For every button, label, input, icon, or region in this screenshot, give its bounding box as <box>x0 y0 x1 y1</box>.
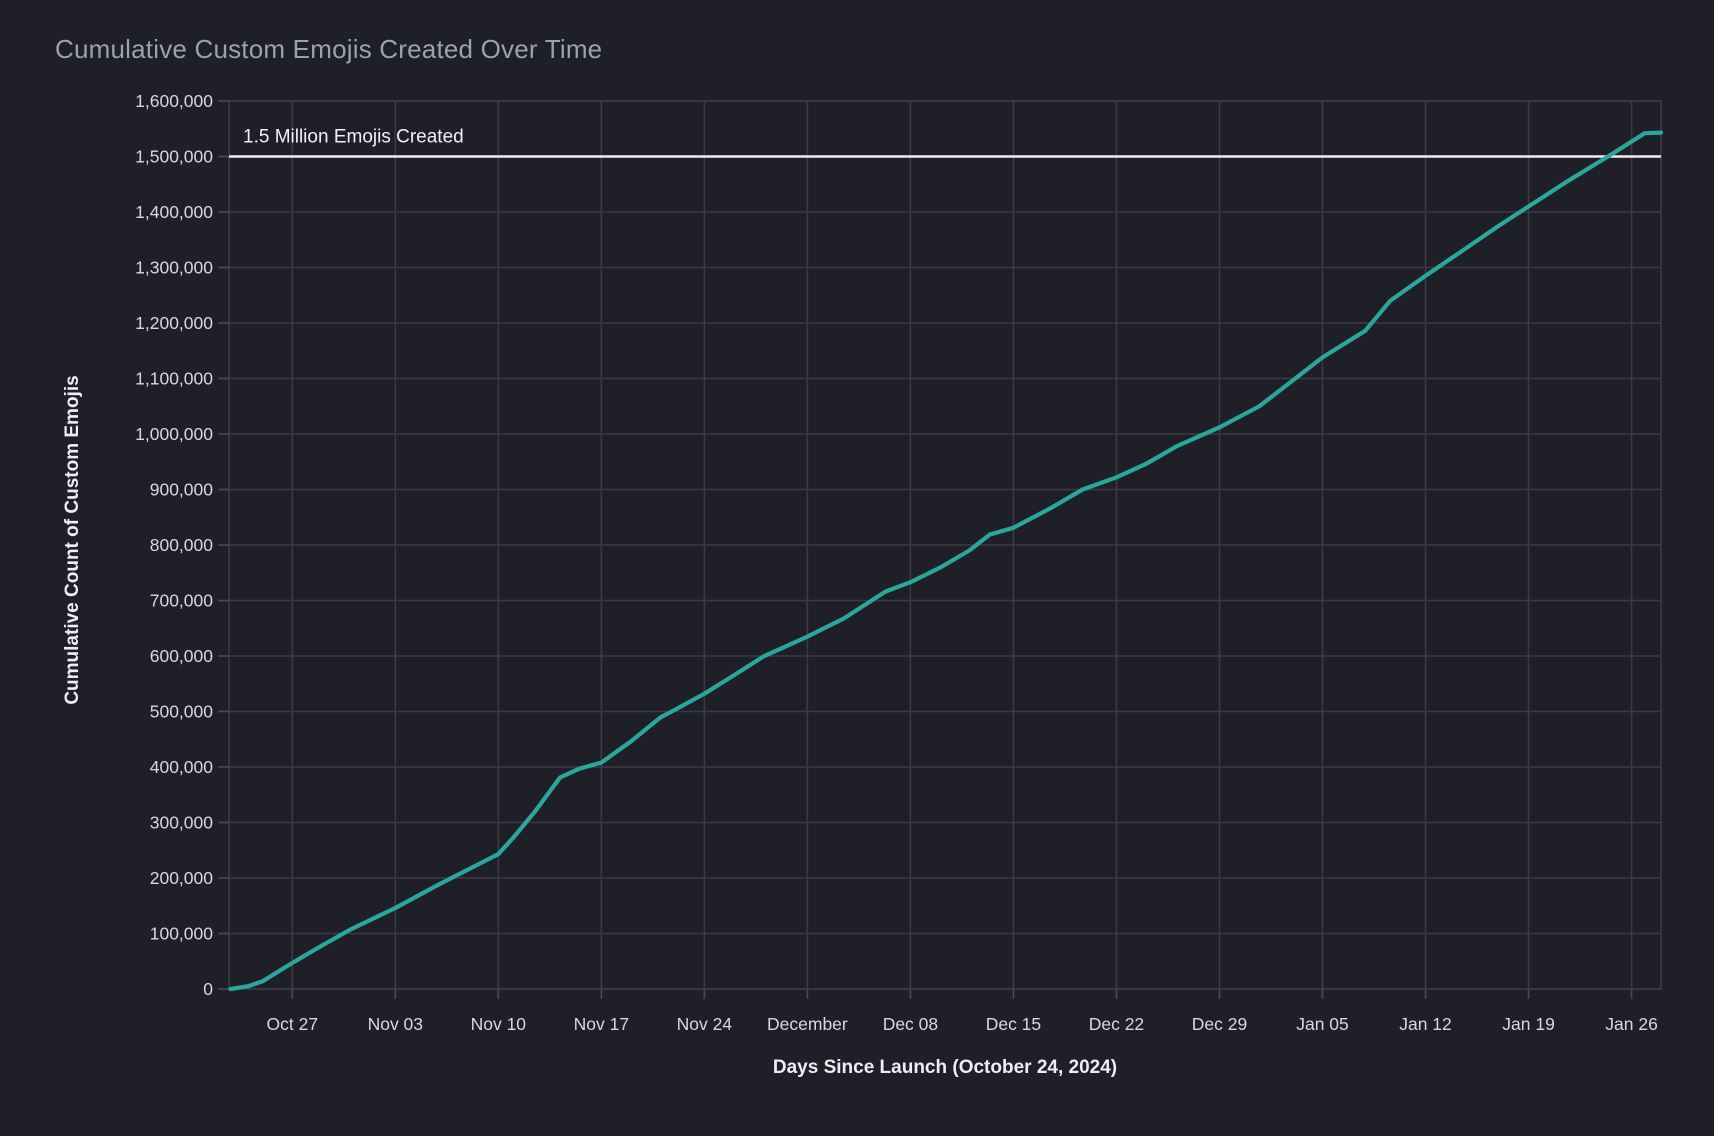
tick-layer: 0 100,000 200,000 300,000 400,000 500,000 600,… <box>135 91 1658 1034</box>
y-tick-label: 0 <box>203 979 213 999</box>
x-tick-label: Dec 29 <box>1192 1014 1247 1034</box>
y-tick-label: 300,000 <box>150 813 214 833</box>
x-tick-label: Nov 24 <box>677 1014 733 1034</box>
y-tick-label: 100,000 <box>150 924 214 944</box>
y-tick-label: 1,600,000 <box>135 91 213 111</box>
x-tick-label: December <box>767 1014 848 1034</box>
series-layer <box>228 130 1664 992</box>
x-tick-label: Jan 05 <box>1296 1014 1349 1034</box>
y-tick-label: 1,300,000 <box>135 258 213 278</box>
chart-title: Cumulative Custom Emojis Created Over Ti… <box>55 34 603 64</box>
x-tick-label: Dec 15 <box>986 1014 1041 1034</box>
x-tick-label: Jan 19 <box>1502 1014 1555 1034</box>
y-tick-label: 1,400,000 <box>135 202 213 222</box>
x-tick-label: Nov 10 <box>471 1014 527 1034</box>
annotation-layer: 1.5 Million Emojis Created <box>229 127 1661 158</box>
grid-layer <box>228 100 1662 990</box>
x-tick-label: Jan 12 <box>1399 1014 1452 1034</box>
y-tick-label: 1,100,000 <box>135 369 213 389</box>
y-tick-label: 700,000 <box>150 591 214 611</box>
milestone-label: 1.5 Million Emojis Created <box>243 127 464 148</box>
x-axis-title: Days Since Launch (October 24, 2024) <box>773 1057 1117 1078</box>
y-tick-label: 1,500,000 <box>135 147 213 167</box>
y-tick-label: 600,000 <box>150 646 214 666</box>
x-tick-label: Dec 08 <box>883 1014 938 1034</box>
y-tick-label: 800,000 <box>150 535 214 555</box>
y-tick-label: 400,000 <box>150 757 214 777</box>
x-tick-label: Oct 27 <box>267 1014 319 1034</box>
x-tick-label: Nov 03 <box>368 1014 423 1034</box>
y-tick-label: 900,000 <box>150 480 214 500</box>
y-tick-label: 200,000 <box>150 868 214 888</box>
y-tick-label: 500,000 <box>150 702 214 722</box>
y-tick-label: 1,000,000 <box>135 424 213 444</box>
x-tick-label: Dec 22 <box>1089 1014 1144 1034</box>
y-tick-label: 1,200,000 <box>135 313 213 333</box>
y-axis-title: Cumulative Count of Custom Emojis <box>62 375 83 704</box>
x-tick-label: Jan 26 <box>1605 1014 1658 1034</box>
emoji-cumulative-line <box>228 130 1664 992</box>
x-tick-label: Nov 17 <box>574 1014 629 1034</box>
